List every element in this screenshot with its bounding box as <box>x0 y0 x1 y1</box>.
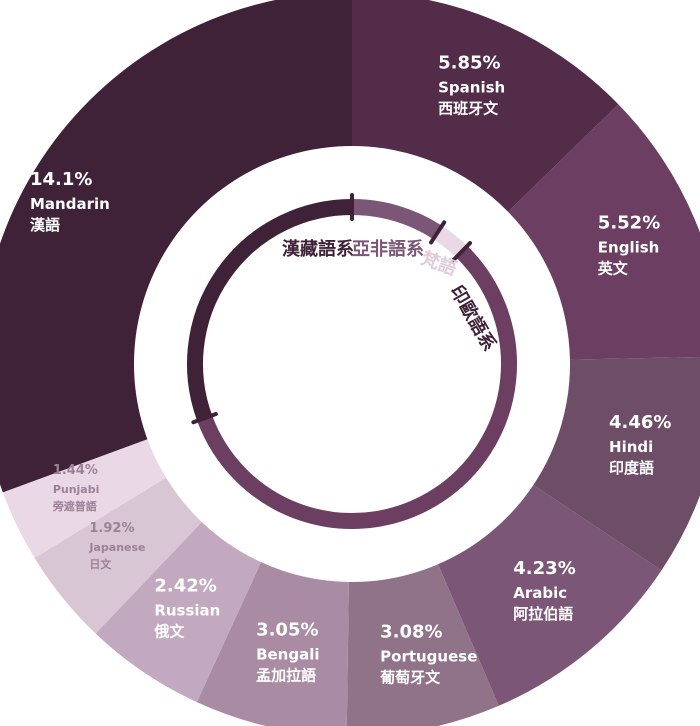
family-boundary-tick <box>429 220 447 245</box>
slice-zh-label: 印度語 <box>609 459 654 477</box>
slice-pct-label: 1.44% <box>53 463 98 478</box>
slice-name-label: Hindi <box>609 438 653 456</box>
family-label: 亞非語系 <box>352 238 424 260</box>
slice-pct-label: 2.42% <box>154 576 216 597</box>
slice-spanish <box>352 0 619 212</box>
slice-pct-label: 3.05% <box>256 620 318 641</box>
family-arc <box>187 199 353 421</box>
slice-japanese <box>34 477 202 634</box>
slice-punjabi <box>2 439 166 558</box>
slice-english <box>508 104 700 360</box>
slice-name-label: Mandarin <box>30 195 110 213</box>
slice-russian <box>95 521 262 703</box>
slice-labels: 5.85% Spanish 西班牙文 5.52% English 英文 4.46% Hindi… <box>30 52 671 686</box>
slice-zh-label: 阿拉伯語 <box>513 605 573 623</box>
slice-name-label: Arabic <box>513 584 567 602</box>
slice-zh-label: 漢語 <box>30 216 60 234</box>
slice-zh-label: 西班牙文 <box>438 99 499 117</box>
slice-zh-label: 旁遮普語 <box>52 499 97 513</box>
slice-bengali <box>196 562 349 726</box>
slice-pct-label: 3.08% <box>380 621 442 642</box>
family-label: 漢藏語系 <box>282 238 354 260</box>
slice-name-label: Japanese <box>88 541 145 554</box>
slice-pct-label: 4.23% <box>513 558 575 579</box>
slice-hindi <box>533 356 700 571</box>
slice-zh-label: 英文 <box>598 260 629 278</box>
slice-pct-label: 1.92% <box>89 521 134 536</box>
slice-name-label: Russian <box>154 602 220 620</box>
slice-zh-label: 日文 <box>89 557 112 571</box>
slice-zh-label: 俄文 <box>153 623 185 641</box>
family-ring <box>187 193 517 529</box>
family-arc <box>433 225 468 258</box>
slice-name-label: Spanish <box>438 78 505 96</box>
slice-name-label: English <box>598 239 660 257</box>
slice-zh-label: 孟加拉語 <box>256 667 316 685</box>
slice-pct-label: 4.46% <box>609 412 671 433</box>
slice-name-label: Portuguese <box>380 647 477 665</box>
slice-pct-label: 5.52% <box>598 213 660 234</box>
slice-zh-label: 葡萄牙文 <box>379 668 441 686</box>
slice-pct-label: 14.1% <box>30 169 92 190</box>
slice-pct-label: 5.85% <box>438 52 500 73</box>
family-boundary-tick <box>191 412 218 425</box>
slice-arabic <box>438 484 662 706</box>
slice-name-label: Punjabi <box>53 483 100 496</box>
family-arc <box>351 199 442 240</box>
slice-portuguese <box>346 564 499 726</box>
slice-mandarin <box>0 0 352 493</box>
family-arc <box>197 245 517 529</box>
slice-name-label: Bengali <box>256 646 319 664</box>
family-boundary-tick <box>451 241 473 263</box>
